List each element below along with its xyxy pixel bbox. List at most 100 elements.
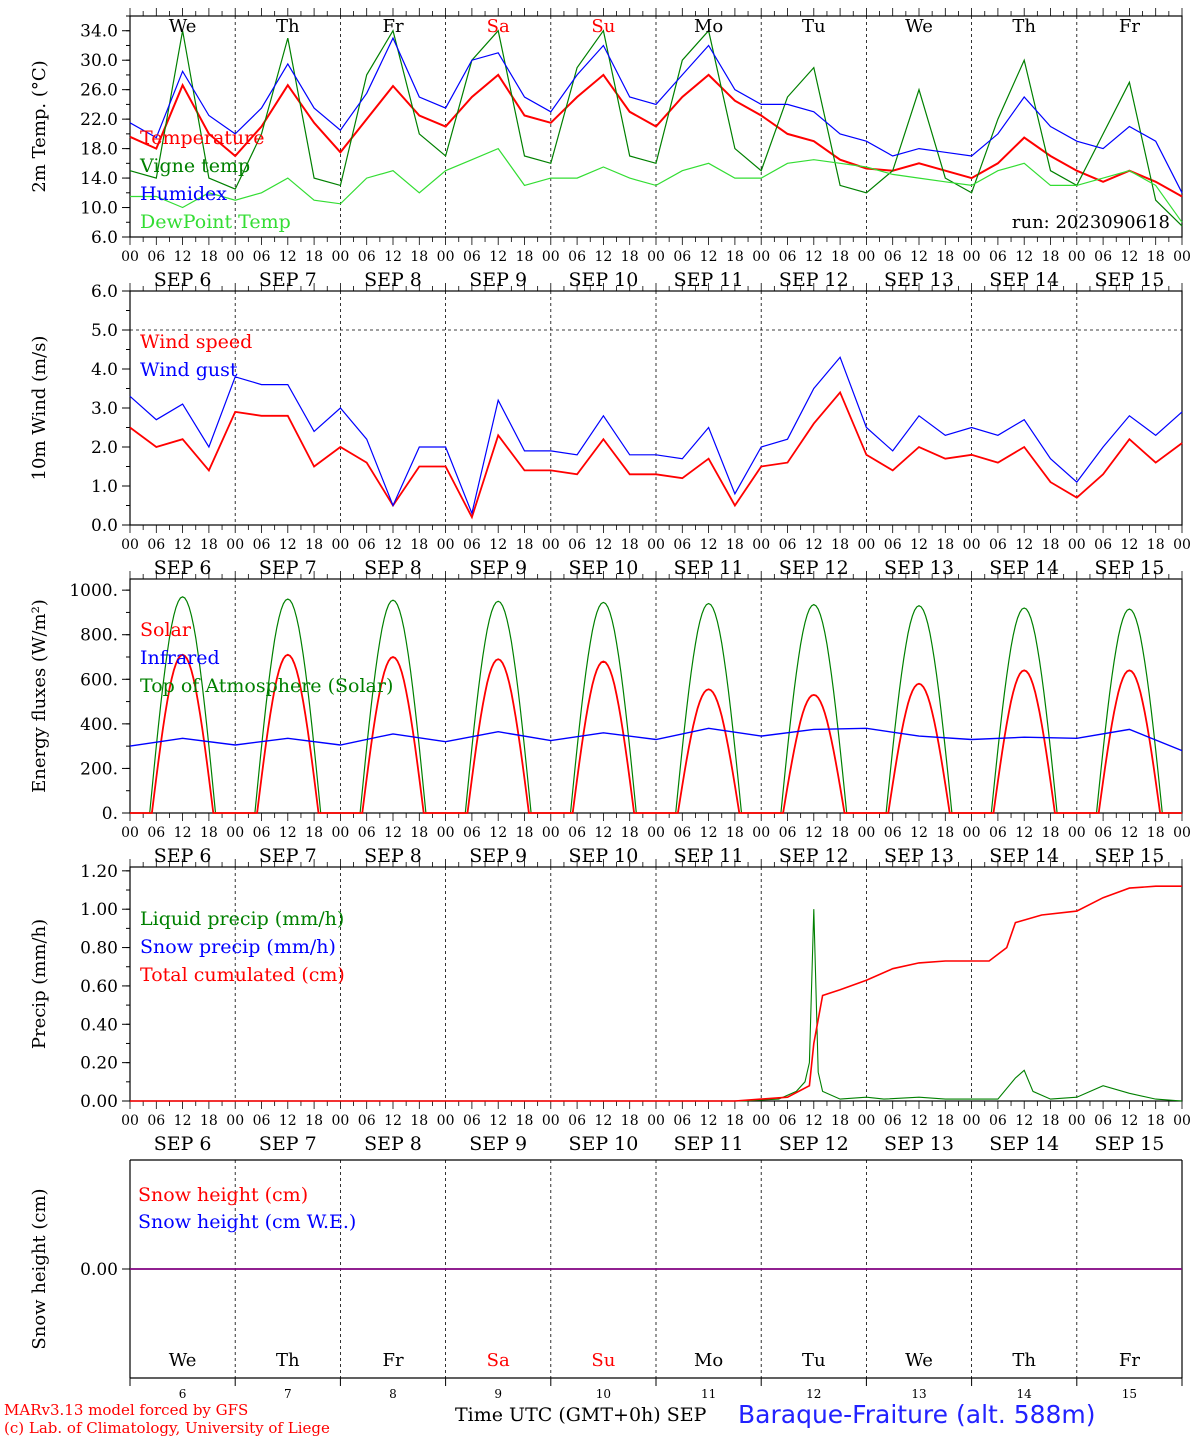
hour-label: 18 [305,249,323,265]
panel-precip [122,859,1183,1109]
hour-label: 12 [1015,537,1033,553]
hour-label: 00 [1173,537,1191,553]
y-tick-label: 200. [80,759,118,779]
hour-label: 00 [857,537,875,553]
y-tick-label: 1.00 [80,900,118,920]
hour-label: 12 [174,1113,192,1129]
weekday-label-bottom: Fr [382,1350,403,1371]
hour-label: 18 [516,537,534,553]
run-label: run: 2023090618 [1012,212,1170,233]
hour-label: 12 [1120,1113,1138,1129]
hour-label: 18 [621,825,639,841]
y-tick-label: 1.20 [80,862,118,882]
hour-label: 18 [621,537,639,553]
day-label: SEP 6 [154,269,212,291]
hour-label: 12 [910,825,928,841]
y-tick-label: 26.0 [80,81,118,101]
y-tick-label: 600. [80,670,118,690]
day-number-label: 12 [806,1387,821,1401]
hour-label: 12 [384,825,402,841]
day-label: SEP 10 [568,1133,638,1155]
weekday-label: Su [591,16,615,37]
hour-label: 12 [279,825,297,841]
weekday-label: Th [1012,16,1036,37]
legend-temp-3: DewPoint Temp [140,211,291,233]
hour-label: 00 [1173,1113,1191,1129]
hour-label: 06 [463,825,481,841]
hour-label: 12 [384,537,402,553]
hour-label: 18 [1042,537,1060,553]
hour-label: 18 [200,537,218,553]
y-axis-label: Precip (mm/h) [29,919,50,1049]
hour-label: 06 [884,825,902,841]
hour-label: 00 [1068,537,1086,553]
hour-label: 00 [121,249,139,265]
y-tick-label: 18.0 [80,140,118,160]
hour-label: 12 [489,249,507,265]
hour-label: 06 [463,537,481,553]
hour-label: 18 [1147,537,1165,553]
weekday-label-bottom: Th [1012,1350,1036,1371]
hour-label: 06 [463,249,481,265]
hour-label: 06 [358,249,376,265]
series-line-dewpoint-temp [130,147,1183,223]
hour-label: 00 [647,249,665,265]
weekday-label: We [905,16,933,37]
weekday-label-bottom: Sa [487,1350,510,1371]
day-number-label: 11 [701,1387,716,1401]
hour-label: 12 [174,537,192,553]
hour-label: 12 [279,1113,297,1129]
day-label: SEP 12 [779,557,849,579]
y-tick-label: 2.0 [91,438,118,458]
series-line-vigne-temp [129,29,1183,227]
series-line-temperature [129,73,1183,198]
legend-temp-1: Vigne temp [139,155,250,177]
y-axis-label: Energy fluxes (W/m²) [29,599,50,793]
hour-label: 00 [121,537,139,553]
series-line-total-cumulated [130,885,1182,1102]
hour-label: 18 [305,1113,323,1129]
hour-label: 00 [963,1113,981,1129]
hour-label: 00 [331,1113,349,1129]
hour-label: 18 [936,537,954,553]
hour-label: 06 [358,537,376,553]
day-label: SEP 7 [259,557,317,579]
weekday-label-bottom: We [905,1350,933,1371]
hour-label: 12 [174,249,192,265]
weekday-label: Fr [382,16,403,37]
hour-label: 12 [1120,249,1138,265]
hour-label: 12 [594,249,612,265]
hour-label: 06 [989,537,1007,553]
hour-label: 00 [963,825,981,841]
hour-label: 00 [331,249,349,265]
hour-label: 06 [358,825,376,841]
hour-label: 18 [831,249,849,265]
hour-label: 18 [1042,249,1060,265]
day-number-label: 6 [179,1387,187,1401]
hour-label: 12 [805,537,823,553]
hour-label: 00 [121,825,139,841]
credit-model: MARv3.13 model forced by GFS [4,1401,249,1419]
hour-label: 18 [1147,825,1165,841]
day-label: SEP 14 [989,1133,1059,1155]
legend-wind-1: Wind gust [140,359,238,381]
y-axis-label: 2m Temp. (°C) [29,60,50,192]
hour-label: 06 [989,249,1007,265]
time-axis-label: Time UTC (GMT+0h) SEP [455,1404,707,1426]
hour-label: 12 [910,249,928,265]
hour-label: 00 [752,249,770,265]
day-label: SEP 15 [1094,1133,1164,1155]
day-label: SEP 13 [884,845,954,867]
hour-label: 06 [358,1113,376,1129]
day-label: SEP 8 [364,845,422,867]
weekday-label: Th [276,16,300,37]
hour-label: 00 [752,537,770,553]
hour-label: 00 [226,825,244,841]
hour-label: 00 [1068,825,1086,841]
hour-label: 06 [568,1113,586,1129]
hour-label: 12 [489,1113,507,1129]
series-line-infrared [129,727,1183,752]
day-label: SEP 10 [568,557,638,579]
hour-label: 12 [1120,537,1138,553]
day-label: SEP 14 [989,557,1059,579]
